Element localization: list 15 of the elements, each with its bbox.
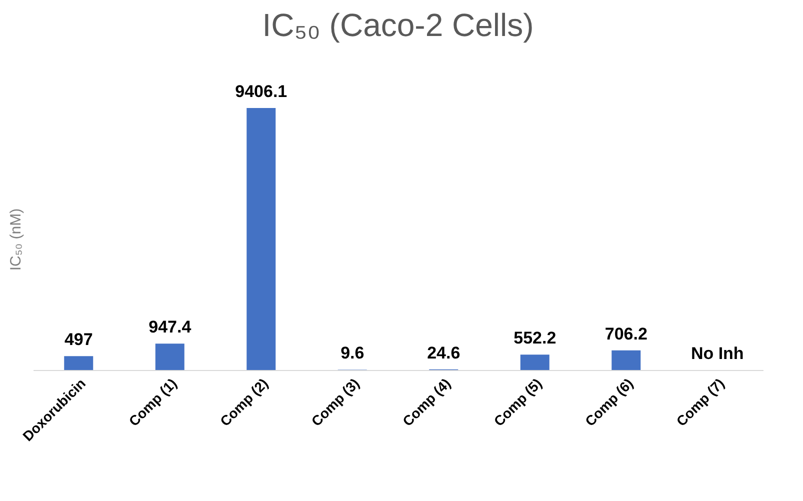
bar <box>520 354 550 370</box>
text: No Inh <box>690 344 744 363</box>
bar <box>246 108 276 370</box>
data-label: 947.4 <box>148 318 192 337</box>
data-label: 706.2 <box>604 324 648 344</box>
bar <box>612 350 641 370</box>
bar <box>64 356 94 370</box>
data-label: 9.6 <box>340 344 364 363</box>
data-label: 497 <box>64 330 93 350</box>
chart-title: IC₅₀ (Caco-2 Cells) <box>262 7 534 43</box>
data-label: 552.2 <box>514 328 556 348</box>
data-label: 24.6 <box>427 343 460 362</box>
data-label: 9406.1 <box>235 82 288 101</box>
y-axis-title: IC₅₀ (nM) <box>8 208 24 271</box>
bar <box>155 344 184 370</box>
